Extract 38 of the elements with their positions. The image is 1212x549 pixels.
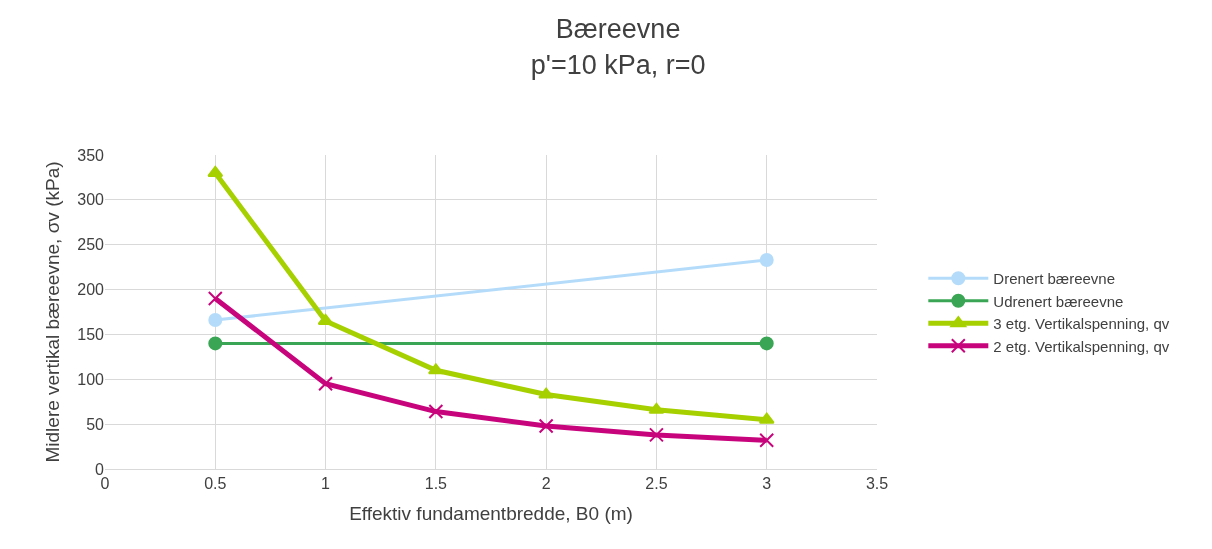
point (538, 418, 554, 434)
y-tick-label: 350 (77, 146, 105, 164)
point (207, 291, 223, 307)
point (759, 432, 775, 448)
x-tick-label: 3.5 (865, 475, 889, 493)
y-tick-label: 0 (95, 460, 105, 478)
x-tick-label: 2 (541, 475, 551, 493)
y-tick-label: 150 (77, 326, 105, 344)
y-tick-label: 300 (77, 191, 105, 209)
y-tick-label: 50 (86, 415, 105, 433)
point (648, 402, 665, 414)
point (208, 313, 223, 328)
point (758, 412, 775, 424)
point (428, 404, 444, 420)
y-axis-title: Midlere vertikal bæreevne, σv (kPa) (42, 161, 64, 463)
x-tick-label: 3 (762, 475, 772, 493)
legend-label: 3 etg. Vertikalspenning, qv (993, 315, 1170, 333)
point (648, 427, 664, 443)
legend-label: Udrenert bæreevne (993, 292, 1124, 310)
x-tick-label: 2.5 (645, 475, 668, 493)
x-tick-label: 1 (321, 475, 331, 493)
point (317, 313, 334, 325)
legend-label: 2 etg. Vertikalspenning, qv (993, 337, 1170, 355)
point (759, 252, 774, 267)
legend-label: Drenert bæreevne (993, 270, 1116, 288)
x-tick-label: 0.5 (204, 475, 227, 493)
point (207, 165, 224, 177)
point (318, 376, 334, 392)
point (759, 336, 774, 351)
y-tick-label: 200 (77, 281, 105, 299)
point (427, 363, 444, 375)
point (208, 336, 223, 351)
chart-title: Bæreevne p'=10 kPa, r=0 (530, 14, 706, 80)
x-axis-title: Effektiv fundamentbredde, B0 (m) (349, 503, 633, 524)
y-tick-label: 100 (77, 370, 105, 388)
x-tick-label: 1.5 (424, 475, 448, 493)
y-tick-label: 250 (77, 236, 105, 254)
point (538, 387, 555, 399)
